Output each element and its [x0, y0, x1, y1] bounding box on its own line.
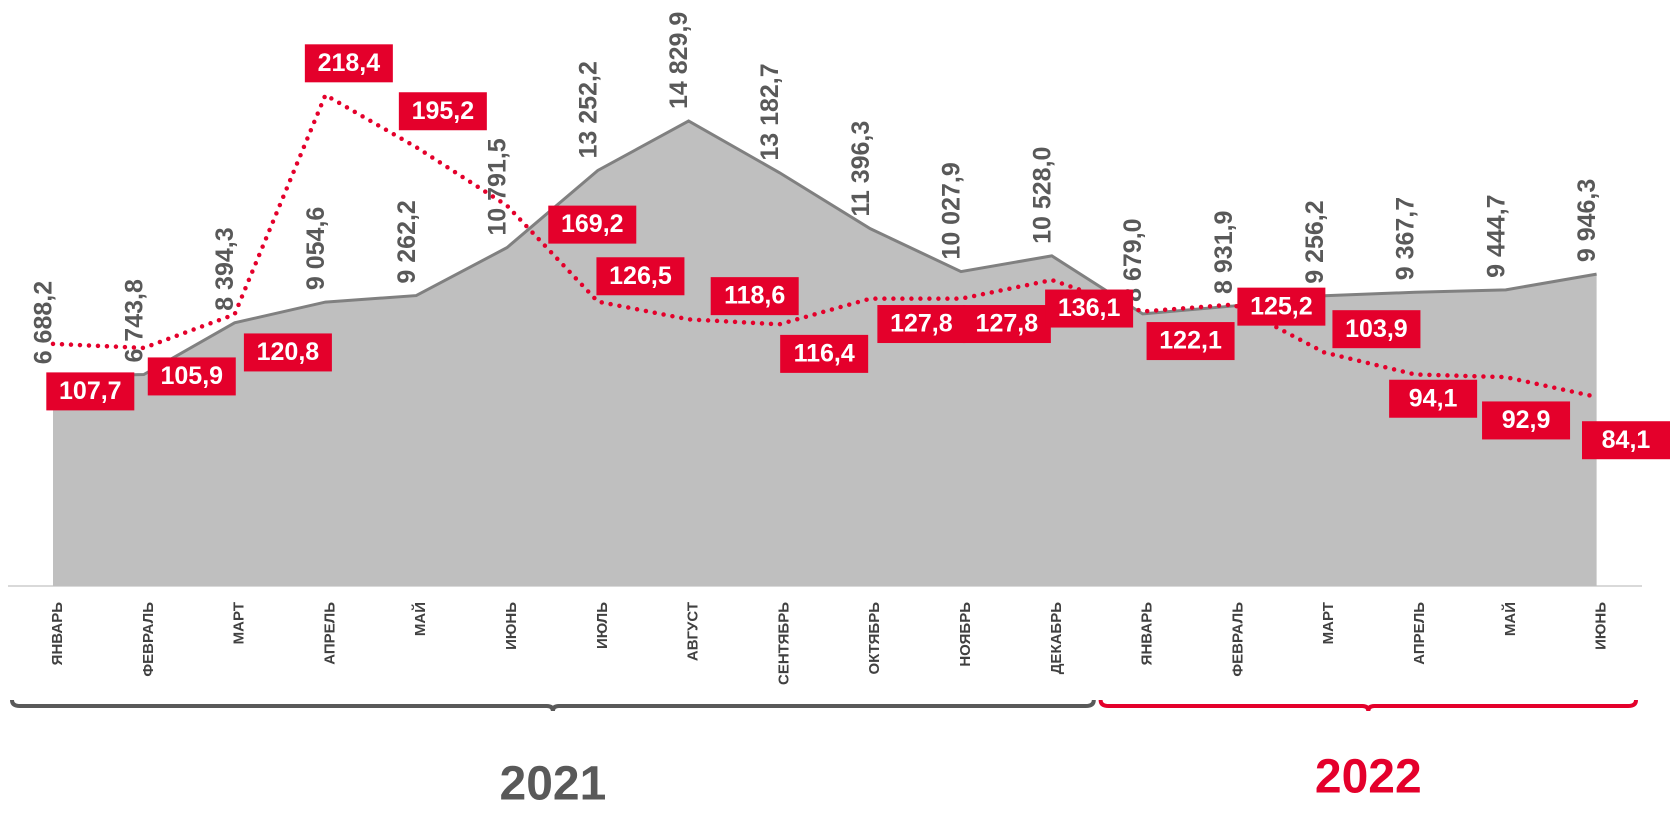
x-tick-label: ФЕВРАЛЬ — [1229, 602, 1246, 677]
value-label-box — [780, 334, 869, 373]
line-value-label: 127,8 — [976, 310, 1039, 338]
area-value-label: 13 252,2 — [574, 61, 602, 158]
value-label-box — [877, 305, 966, 344]
area-value-label: 9 946,3 — [1573, 179, 1601, 262]
value-label-box — [1482, 401, 1571, 440]
line-value-label: 94,1 — [1409, 384, 1458, 412]
line-value-label: 122,1 — [1159, 327, 1222, 355]
line-value-label: 84,1 — [1602, 426, 1651, 454]
value-label-box — [1582, 421, 1670, 460]
area-value-label: 11 396,3 — [847, 121, 875, 217]
value-label-box — [596, 257, 685, 296]
line-value-label: 125,2 — [1250, 292, 1313, 320]
line-value-label: 116,4 — [794, 339, 855, 367]
x-tick-label: ОКТЯБРЬ — [866, 602, 883, 675]
x-tick-label: ИЮЛЬ — [594, 602, 611, 649]
value-label-box — [398, 92, 487, 131]
year-label: 2022 — [1315, 751, 1422, 804]
x-tick-label: МАЙ — [411, 602, 429, 636]
area-value-label: 8 679,0 — [1119, 218, 1147, 301]
line-value-label: 169,2 — [561, 210, 624, 238]
value-label-box — [548, 205, 637, 244]
area-value-label: 9 367,7 — [1392, 197, 1420, 280]
x-tick-label: ИЮНЬ — [503, 602, 520, 650]
area-value-label: 9 262,2 — [393, 200, 421, 283]
line-value-label: 218,4 — [318, 49, 381, 77]
line-value-label: 136,1 — [1058, 294, 1121, 322]
value-label-box — [962, 305, 1051, 344]
area-value-label: 6 743,8 — [120, 279, 148, 363]
value-label-box — [243, 333, 332, 372]
area-value-label: 8 394,3 — [211, 227, 239, 310]
x-tick-label: АВГУСТ — [685, 602, 702, 661]
x-tick-label: ИЮНЬ — [1593, 602, 1610, 650]
x-tick-label: АПРЕЛЬ — [321, 602, 338, 665]
line-value-label: 126,5 — [609, 262, 672, 290]
area-value-label: 10 528,0 — [1028, 147, 1056, 244]
area-value-label: 10 027,9 — [938, 162, 966, 259]
value-label-box — [147, 357, 236, 396]
value-label-box — [1045, 289, 1134, 328]
x-tick-label: МАРТ — [231, 602, 248, 644]
year-label: 2021 — [500, 758, 607, 811]
area-value-label: 8 931,9 — [1210, 211, 1238, 294]
value-label-box — [1237, 287, 1326, 326]
year-bracket — [10, 699, 1096, 712]
value-label-box — [46, 372, 135, 411]
line-value-label: 127,8 — [890, 310, 953, 338]
line-value-label: 195,2 — [412, 97, 475, 125]
x-tick-label: ЯНВАРЬ — [1139, 602, 1156, 666]
area-value-label: 13 182,7 — [756, 63, 784, 160]
area-value-label: 6 688,2 — [30, 281, 58, 364]
x-tick-label: МАЙ — [1501, 602, 1519, 636]
area-value-label: 9 444,7 — [1482, 194, 1510, 277]
x-tick-label: ДЕКАБРЬ — [1048, 602, 1065, 674]
value-label-box — [1389, 379, 1478, 418]
area-value-label: 9 256,2 — [1301, 200, 1329, 283]
value-label-box — [1332, 310, 1421, 349]
x-tick-label: ЯНВАРЬ — [49, 602, 66, 666]
area-value-label: 10 791,5 — [484, 138, 512, 235]
line-value-label: 118,6 — [724, 282, 785, 310]
x-tick-label: МАРТ — [1320, 602, 1337, 644]
line-value-label: 105,9 — [160, 362, 223, 390]
line-value-label: 107,7 — [59, 377, 122, 405]
x-tick-label: СЕНТЯБРЬ — [775, 602, 792, 685]
dotted-line — [50, 91, 1599, 400]
area-outline — [52, 119, 1597, 378]
area-value-label: 14 829,9 — [665, 12, 693, 109]
line-value-label: 120,8 — [257, 338, 320, 366]
value-label-box — [710, 277, 799, 316]
x-tick-label: НОЯБРЬ — [957, 602, 974, 667]
value-label-box — [304, 44, 393, 83]
line-value-label: 92,9 — [1502, 406, 1551, 434]
x-tick-label: АПРЕЛЬ — [1411, 602, 1428, 665]
area-value-label: 9 054,6 — [302, 207, 330, 290]
x-tick-label: ФЕВРАЛЬ — [140, 602, 157, 677]
value-label-box — [1146, 322, 1235, 361]
line-value-label: 103,9 — [1345, 315, 1408, 343]
year-bracket — [1098, 699, 1638, 712]
